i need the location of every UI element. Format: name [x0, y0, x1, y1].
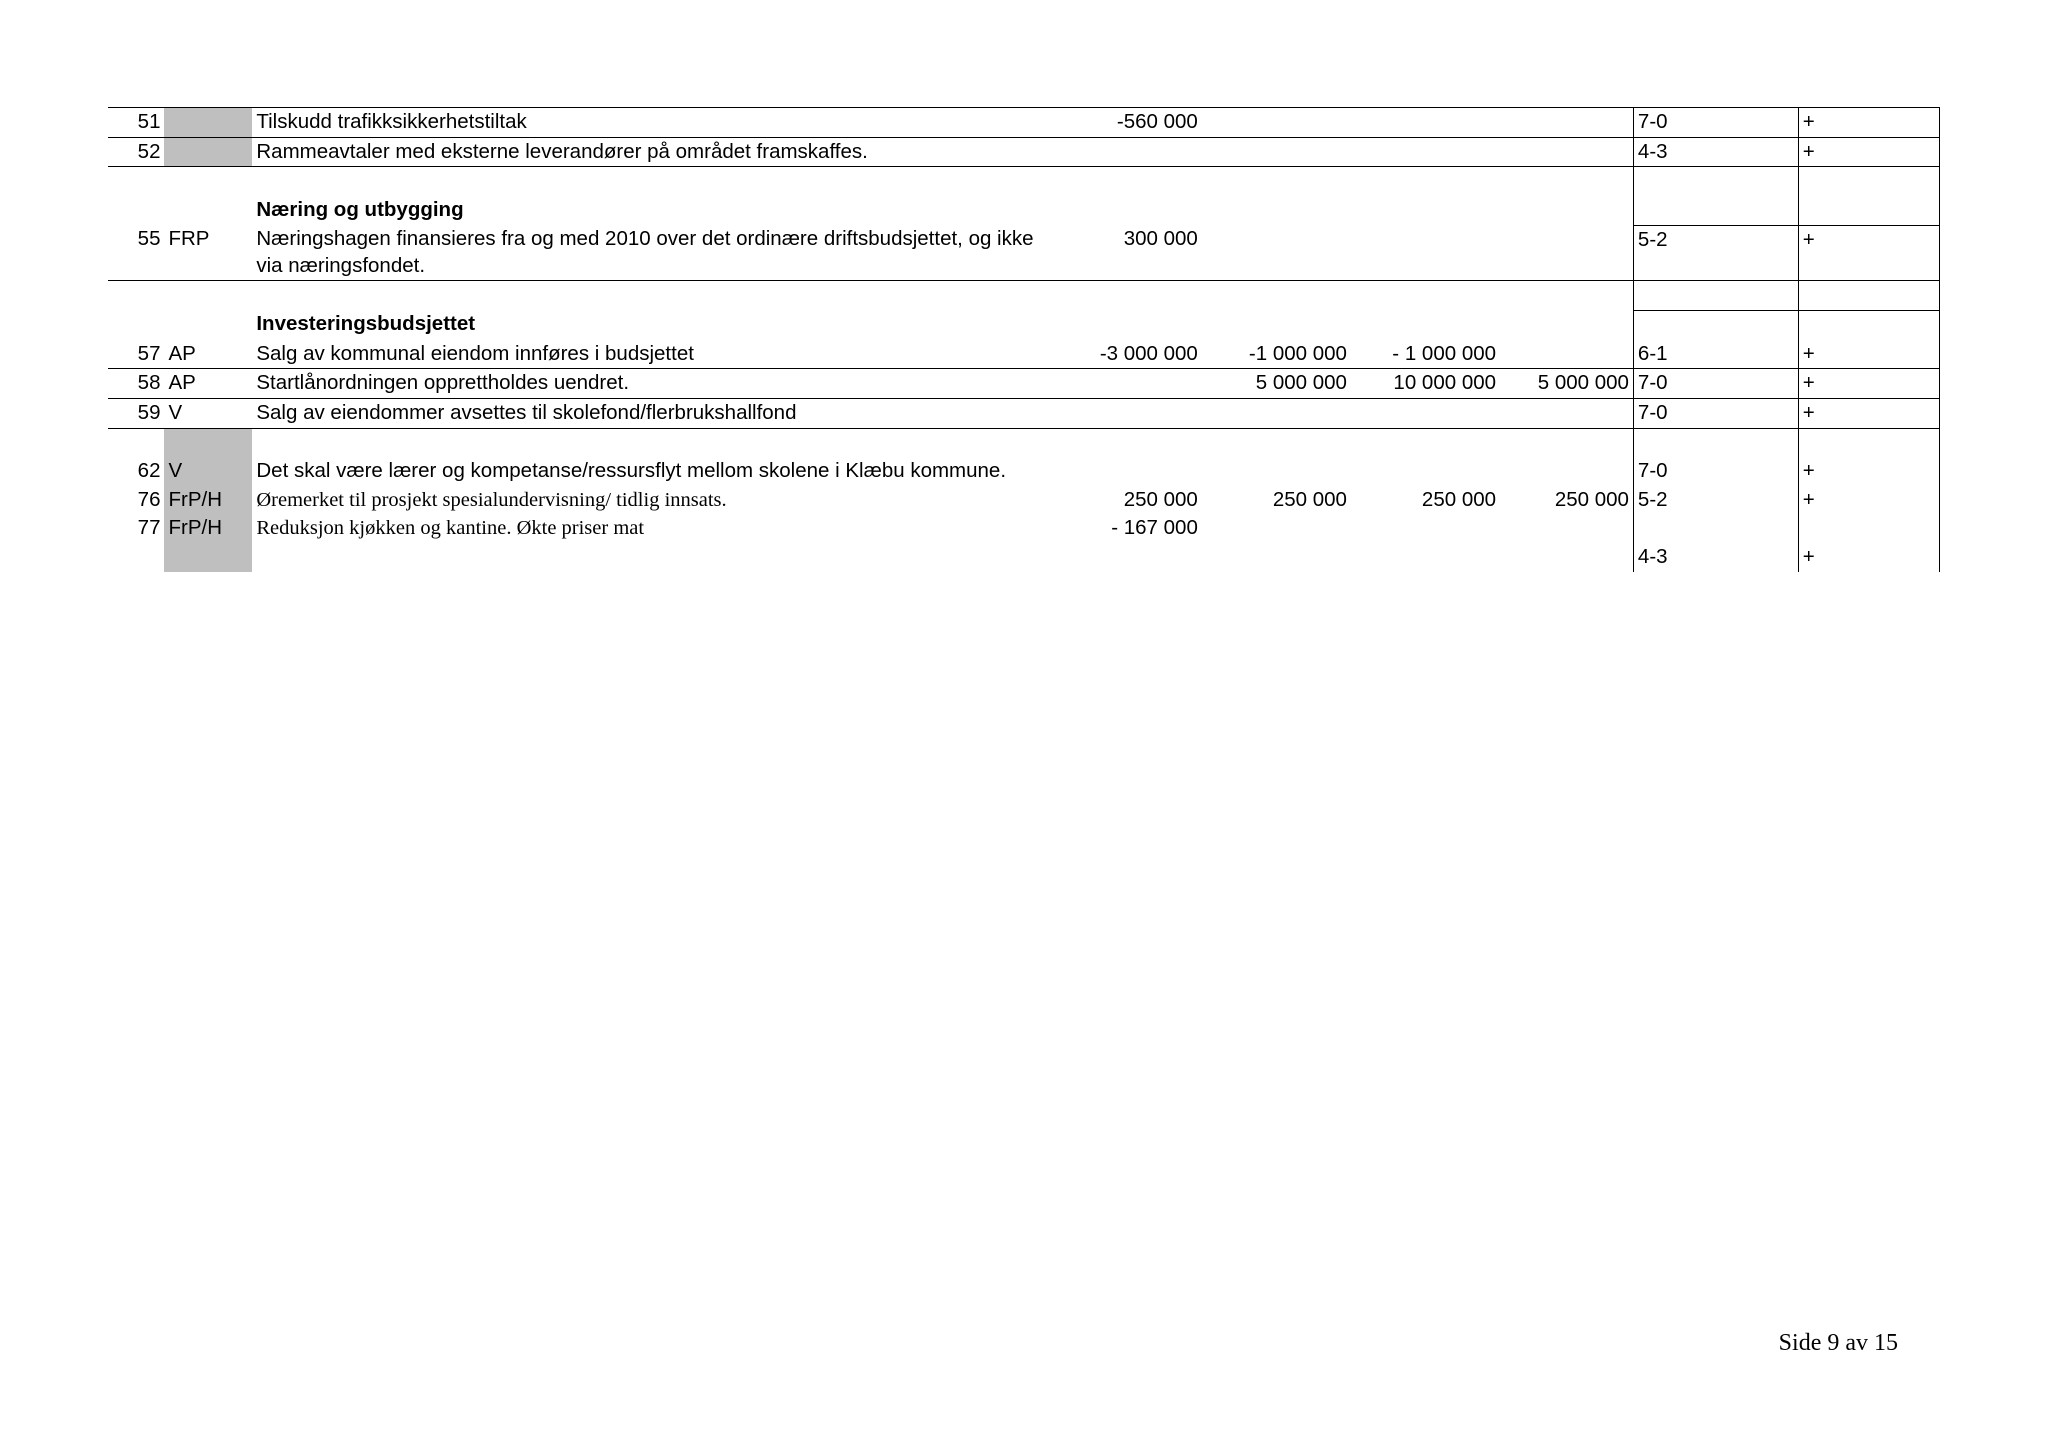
table-row: [108, 167, 1940, 196]
table-row: 77FrP/HReduksjon kjøkken og kantine. Økt…: [108, 514, 1940, 543]
table-row: Investeringsbudsjettet: [108, 310, 1940, 339]
page-footer: Side 9 av 15: [1779, 1330, 1898, 1357]
table-row: Næring og utbygging: [108, 196, 1940, 225]
table-row: 59VSalg av eiendommer avsettes til skole…: [108, 398, 1940, 428]
table-row: [108, 281, 1940, 311]
table-row: 57APSalg av kommunal eiendom innføres i …: [108, 340, 1940, 369]
table-row: 52 Rammeavtaler med eksterne leverandøre…: [108, 137, 1940, 167]
budget-table: 51 Tilskudd trafikksikkerhetstiltak-560 …: [108, 107, 1940, 572]
table-row: 51 Tilskudd trafikksikkerhetstiltak-560 …: [108, 108, 1940, 138]
table-row: 76FrP/HØremerket til prosjekt spesialund…: [108, 486, 1940, 515]
table-row: [108, 428, 1940, 457]
table-row: 62VDet skal være lærer og kompetanse/res…: [108, 457, 1940, 486]
table-row: 55FRPNæringshagen finansieres fra og med…: [108, 225, 1940, 281]
table-row: 58APStartlånordningen opprettholdes uend…: [108, 369, 1940, 399]
table-row: 4-3+: [108, 543, 1940, 572]
